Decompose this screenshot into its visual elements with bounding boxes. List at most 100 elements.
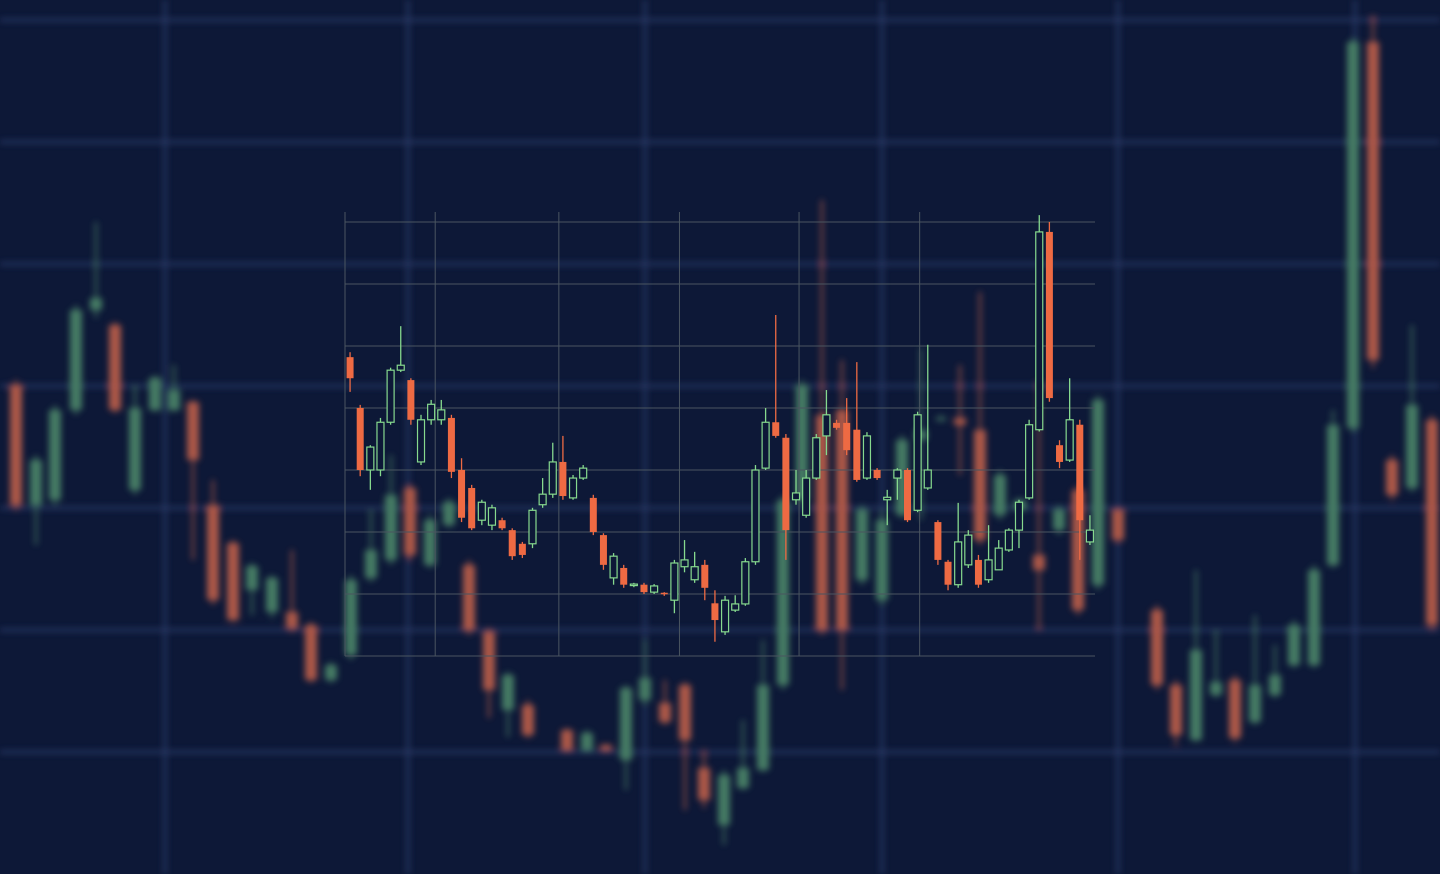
- candle-body: [568, 477, 578, 499]
- candle-body: [589, 497, 597, 532]
- candle-body: [620, 688, 632, 760]
- candle-body: [266, 578, 278, 612]
- candle-body: [396, 364, 405, 371]
- candle-body: [1249, 685, 1261, 722]
- candle-body: [934, 522, 942, 560]
- candle-body: [487, 507, 497, 526]
- candle-body: [10, 385, 22, 505]
- candle-body: [802, 477, 811, 516]
- candle-body: [1076, 424, 1084, 521]
- candle-body: [356, 408, 364, 470]
- candle-body: [599, 535, 607, 565]
- candle-body: [680, 559, 689, 568]
- candle-body: [416, 419, 426, 463]
- candle-body: [386, 369, 395, 423]
- candle-body: [853, 429, 861, 480]
- candle-body: [1347, 42, 1359, 428]
- candle-body: [1151, 610, 1163, 685]
- candle-body: [346, 357, 354, 379]
- candle-body: [1025, 424, 1034, 499]
- candle-body: [129, 408, 141, 490]
- candle-body: [843, 422, 851, 451]
- candle-body: [954, 541, 963, 586]
- candle-body: [458, 470, 466, 518]
- candle-body: [737, 768, 749, 788]
- candle-body: [690, 566, 699, 581]
- candle-body: [698, 768, 710, 800]
- candle-body: [994, 475, 1006, 515]
- candle-body: [365, 550, 377, 578]
- candle-body: [812, 437, 821, 479]
- candle-body: [477, 501, 486, 521]
- candle-body: [561, 730, 573, 750]
- candle-body: [974, 430, 986, 540]
- candle-body: [149, 378, 161, 410]
- candle-body: [30, 460, 42, 505]
- candle-body: [904, 470, 911, 521]
- candle-body: [385, 495, 397, 560]
- candle-body: [187, 402, 199, 460]
- candle-body: [376, 421, 385, 471]
- candle-body: [1190, 650, 1202, 740]
- candle-body: [640, 584, 648, 593]
- candle-body: [559, 461, 567, 497]
- candle-body: [1092, 400, 1104, 585]
- candle-body: [437, 409, 446, 421]
- foreground-chart: [344, 212, 1095, 657]
- candle-body: [538, 493, 547, 506]
- candle-body: [70, 310, 82, 410]
- candle-body: [1035, 231, 1044, 431]
- candle-body: [629, 583, 638, 587]
- candle-body: [1367, 42, 1379, 360]
- candle-body: [791, 492, 801, 501]
- candle-body: [856, 510, 868, 580]
- candle-body: [325, 665, 337, 680]
- candle-body: [679, 685, 691, 740]
- candle-body: [1014, 501, 1024, 531]
- candle-body: [1056, 445, 1064, 462]
- candle-body: [49, 410, 61, 500]
- candle-body: [345, 580, 357, 655]
- candle-body: [711, 603, 719, 621]
- candle-body: [1386, 460, 1398, 495]
- candle-body: [227, 543, 239, 620]
- candle-body: [660, 592, 668, 595]
- candle-body: [1406, 405, 1418, 488]
- candle-body: [424, 520, 436, 565]
- candle-body: [701, 564, 709, 588]
- candle-body: [1033, 555, 1045, 570]
- candle-body: [757, 685, 769, 770]
- candle-body: [366, 446, 375, 471]
- candle-body: [600, 745, 612, 750]
- candle-body: [751, 469, 760, 563]
- candle-body: [90, 298, 102, 310]
- candle-body: [935, 418, 947, 420]
- candle-body: [1308, 570, 1320, 665]
- candle-body: [168, 390, 180, 410]
- candle-body: [862, 435, 872, 479]
- candle-body: [964, 534, 973, 566]
- candle-body: [1269, 675, 1281, 695]
- candle-body: [731, 603, 740, 611]
- candle-body: [246, 566, 258, 590]
- candle-body: [1229, 680, 1241, 738]
- candle-body: [286, 612, 298, 628]
- candle-body: [407, 380, 415, 420]
- candle-body: [659, 703, 671, 722]
- candle-body: [1288, 625, 1300, 665]
- candle-body: [502, 675, 514, 710]
- candle-body: [609, 555, 618, 579]
- candle-body: [1112, 510, 1124, 540]
- candle-body: [1053, 510, 1065, 530]
- candle-body: [1045, 231, 1053, 399]
- candle-body: [833, 422, 841, 428]
- candle-body: [761, 421, 770, 469]
- candle-body: [913, 414, 922, 511]
- candle-body: [579, 467, 588, 479]
- candle-body: [404, 488, 416, 555]
- candle-body: [305, 625, 317, 680]
- candle-body: [994, 547, 1003, 571]
- candle-body: [581, 733, 593, 750]
